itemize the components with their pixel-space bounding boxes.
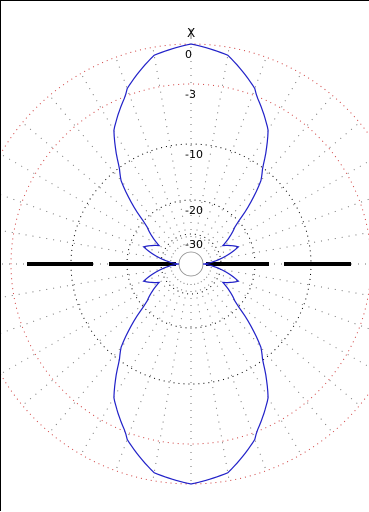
radial-line-260 <box>1 266 172 299</box>
radial-line-140 <box>203 278 333 433</box>
radial-line-110 <box>209 270 369 330</box>
ring-label-4: -30 <box>185 238 203 251</box>
axis-label-x: X <box>187 26 195 40</box>
radial-line-60 <box>208 160 369 255</box>
ring-labels: X 0 -3 -10 -20 -30 <box>185 26 203 251</box>
radial-line-160 <box>197 282 267 471</box>
radial-line-130 <box>205 276 360 406</box>
ring-label-0: 0 <box>185 48 192 61</box>
ring-1 <box>10 83 369 445</box>
pattern-series <box>113 43 269 485</box>
radial-line-170 <box>193 283 230 481</box>
radial-line-350 <box>152 47 189 245</box>
pattern-line <box>113 43 269 485</box>
radial-line-230 <box>22 276 177 406</box>
radial-line-280 <box>1 229 172 262</box>
radial-line-340 <box>115 57 185 246</box>
radial-line-220 <box>49 278 179 433</box>
horizontal-axis <box>27 29 351 266</box>
radial-line-320 <box>49 95 179 250</box>
radial-line-120 <box>208 273 369 368</box>
radial-line-330 <box>80 73 182 247</box>
radial-line-210 <box>80 281 182 455</box>
ring-label-1: -3 <box>185 88 196 101</box>
radial-line-70 <box>209 198 369 258</box>
radial-line-290 <box>1 194 173 258</box>
radial-line-190 <box>152 283 189 481</box>
radial-line-50 <box>205 122 360 252</box>
ring-label-3: -20 <box>185 204 203 217</box>
ring-label-2: -10 <box>185 148 203 161</box>
radial-line-20 <box>197 57 267 246</box>
radial-line-250 <box>1 270 173 334</box>
ring-center <box>178 251 204 277</box>
radial-line-30 <box>200 73 302 247</box>
radial-line-100 <box>210 266 369 296</box>
radial-line-40 <box>203 95 333 250</box>
radial-line-80 <box>210 232 369 262</box>
